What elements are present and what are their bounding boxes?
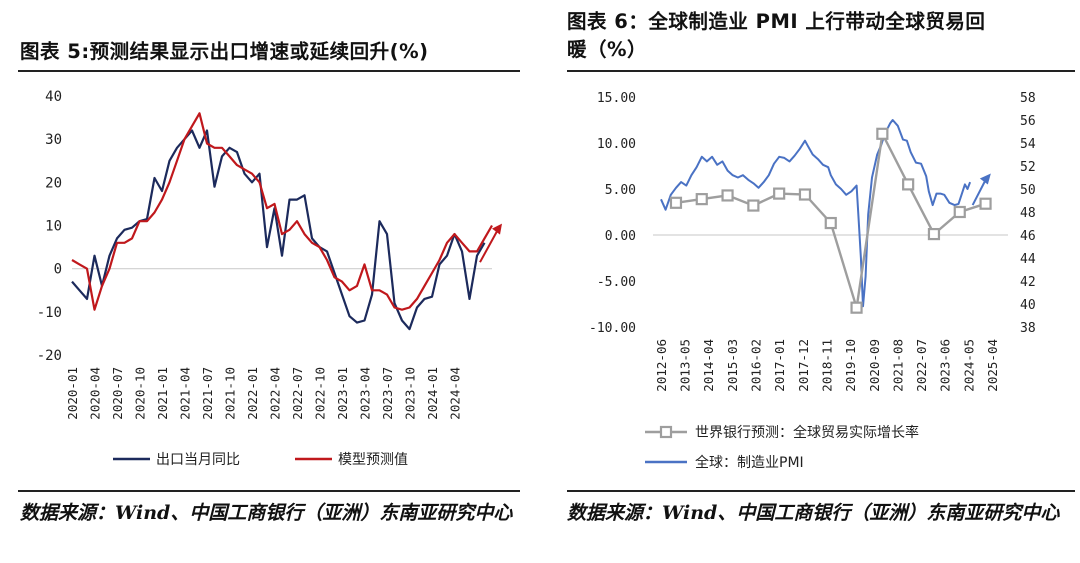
y-tick-label: 20	[45, 175, 62, 191]
series-marker	[927, 227, 941, 241]
legend-label: 出口当月同比	[156, 452, 240, 468]
y-tick-label-right: 56	[1020, 114, 1036, 129]
x-tick-label: 2023-01	[335, 367, 350, 420]
data-source-note: 数据来源：Wind、中国工商银行（亚洲）东南亚研究中心	[20, 502, 513, 524]
y-tick-label: 30	[45, 132, 62, 148]
x-tick-label: 2022-10	[313, 367, 328, 420]
x-tick-label: 2020-07	[110, 367, 125, 420]
series-marker	[798, 188, 812, 201]
chart-title-line-1: 图表 6：全球制造业 PMI 上行带动全球贸易回	[567, 10, 986, 33]
panel-global-pmi: 图表 6：全球制造业 PMI 上行带动全球贸易回 暖（%） 15.00 10.00…	[555, 0, 1080, 563]
series-marker	[902, 178, 915, 191]
x-tick-label: 2017-01	[772, 339, 787, 392]
series-marker	[747, 199, 760, 212]
y-tick-label: -20	[37, 348, 62, 364]
x-tick-label: 2023-10	[403, 367, 418, 420]
data-source-note: 数据来源：Wind、中国工商银行（亚洲）东南亚研究中心	[567, 502, 1060, 524]
y-tick-label-left: 0.00	[605, 229, 636, 244]
y-tick-label: 10	[45, 219, 62, 235]
x-tick-label: 2024-01	[425, 367, 440, 420]
x-tick-label: 2021-04	[178, 367, 193, 420]
legend-label: 模型预测值	[338, 452, 408, 468]
x-tick-label: 2021-08	[890, 339, 905, 392]
x-tick-label: 2021-10	[223, 367, 238, 420]
x-tick-label: 2023-06	[938, 339, 953, 392]
legend-label: 全球：制造业PMI	[695, 454, 804, 471]
y-tick-label-right: 46	[1020, 229, 1036, 244]
y-tick-label-left: 15.00	[597, 91, 636, 106]
x-tick-label: 2013-05	[678, 339, 693, 392]
trend-arrow-head	[492, 223, 502, 235]
series-marker	[773, 187, 786, 200]
series-line	[71, 112, 493, 311]
legend-marker	[659, 425, 673, 439]
y-tick-label-right: 54	[1020, 137, 1036, 152]
y-tick-label-right: 48	[1020, 206, 1036, 221]
x-tick-label: 2014-04	[701, 339, 716, 392]
series-marker	[824, 216, 837, 230]
y-tick-label: 0	[54, 262, 62, 278]
x-tick-label: 2019-10	[843, 339, 858, 392]
series-line	[71, 129, 486, 331]
x-tick-label: 2022-07	[290, 367, 305, 420]
series-marker	[669, 196, 683, 209]
trend-arrow	[479, 227, 500, 263]
y-tick-label: -10	[37, 305, 62, 321]
x-tick-label: 2012-06	[654, 339, 669, 392]
panel-export-forecast: 图表 5:预测结果显示出口增速或延续回升(%) 40 30 20 10 0 -10 -20 2…	[0, 0, 525, 563]
x-tick-label: 2020-01	[65, 367, 80, 420]
y-tick-label-right: 52	[1020, 160, 1036, 175]
x-tick-label: 2018-11	[819, 339, 834, 392]
y-tick-label-left: -10.00	[589, 321, 636, 336]
series-line	[660, 119, 972, 308]
y-tick-label-left: -5.00	[597, 275, 636, 290]
chart-title: 图表 5:预测结果显示出口增速或延续回升(%)	[20, 40, 429, 63]
chart-title-line-2: 暖（%）	[567, 38, 648, 61]
x-tick-label: 2015-03	[725, 339, 740, 392]
x-tick-label: 2021-01	[155, 367, 170, 420]
x-tick-label: 2021-07	[200, 367, 215, 420]
x-tick-label: 2024-04	[448, 367, 463, 420]
y-tick-label-left: 10.00	[597, 137, 636, 152]
x-tick-label: 2022-04	[268, 367, 283, 420]
x-tick-label: 2024-05	[961, 339, 976, 392]
trend-arrow-head	[979, 173, 991, 185]
x-tick-label: 2022-01	[245, 367, 260, 420]
global-pmi-chart: 15.00 10.00 5.00 0.00 -5.00 -10.00 58 56 54 52 50 4…	[589, 91, 1036, 471]
series-marker	[953, 205, 966, 219]
source-divider	[567, 490, 1075, 492]
series-marker	[695, 193, 708, 206]
y-tick-label: 40	[45, 89, 62, 105]
y-tick-label-right: 38	[1020, 321, 1036, 336]
x-tick-label: 2022-07	[914, 339, 929, 392]
legend-label: 世界银行预测：全球贸易实际增长率	[695, 424, 919, 441]
y-tick-label-right: 50	[1020, 183, 1036, 198]
y-tick-label-right: 40	[1020, 298, 1036, 313]
x-tick-label: 2025-04	[985, 339, 1000, 392]
chart-title: 图表 6：全球制造业 PMI 上行带动全球贸易回 暖（%）	[567, 8, 1080, 64]
x-tick-label: 2016-02	[749, 339, 764, 392]
trend-arrow	[971, 177, 988, 206]
y-tick-label-right: 58	[1020, 91, 1036, 106]
series-marker	[721, 189, 734, 202]
x-tick-label: 2017-12	[796, 339, 811, 392]
title-divider	[18, 70, 520, 72]
y-tick-label-right: 42	[1020, 275, 1036, 290]
y-tick-label-right: 44	[1020, 252, 1036, 267]
series-marker	[979, 197, 992, 210]
y-tick-label-left: 5.00	[605, 183, 636, 198]
x-tick-label: 2020-09	[867, 339, 882, 392]
x-tick-label: 2020-10	[133, 367, 148, 420]
source-divider	[18, 490, 520, 492]
series-marker	[850, 301, 863, 314]
x-tick-label: 2020-04	[88, 367, 103, 420]
series-marker	[876, 127, 889, 140]
x-tick-label: 2023-07	[380, 367, 395, 420]
x-tick-label: 2023-04	[358, 367, 373, 420]
title-divider	[567, 70, 1075, 72]
